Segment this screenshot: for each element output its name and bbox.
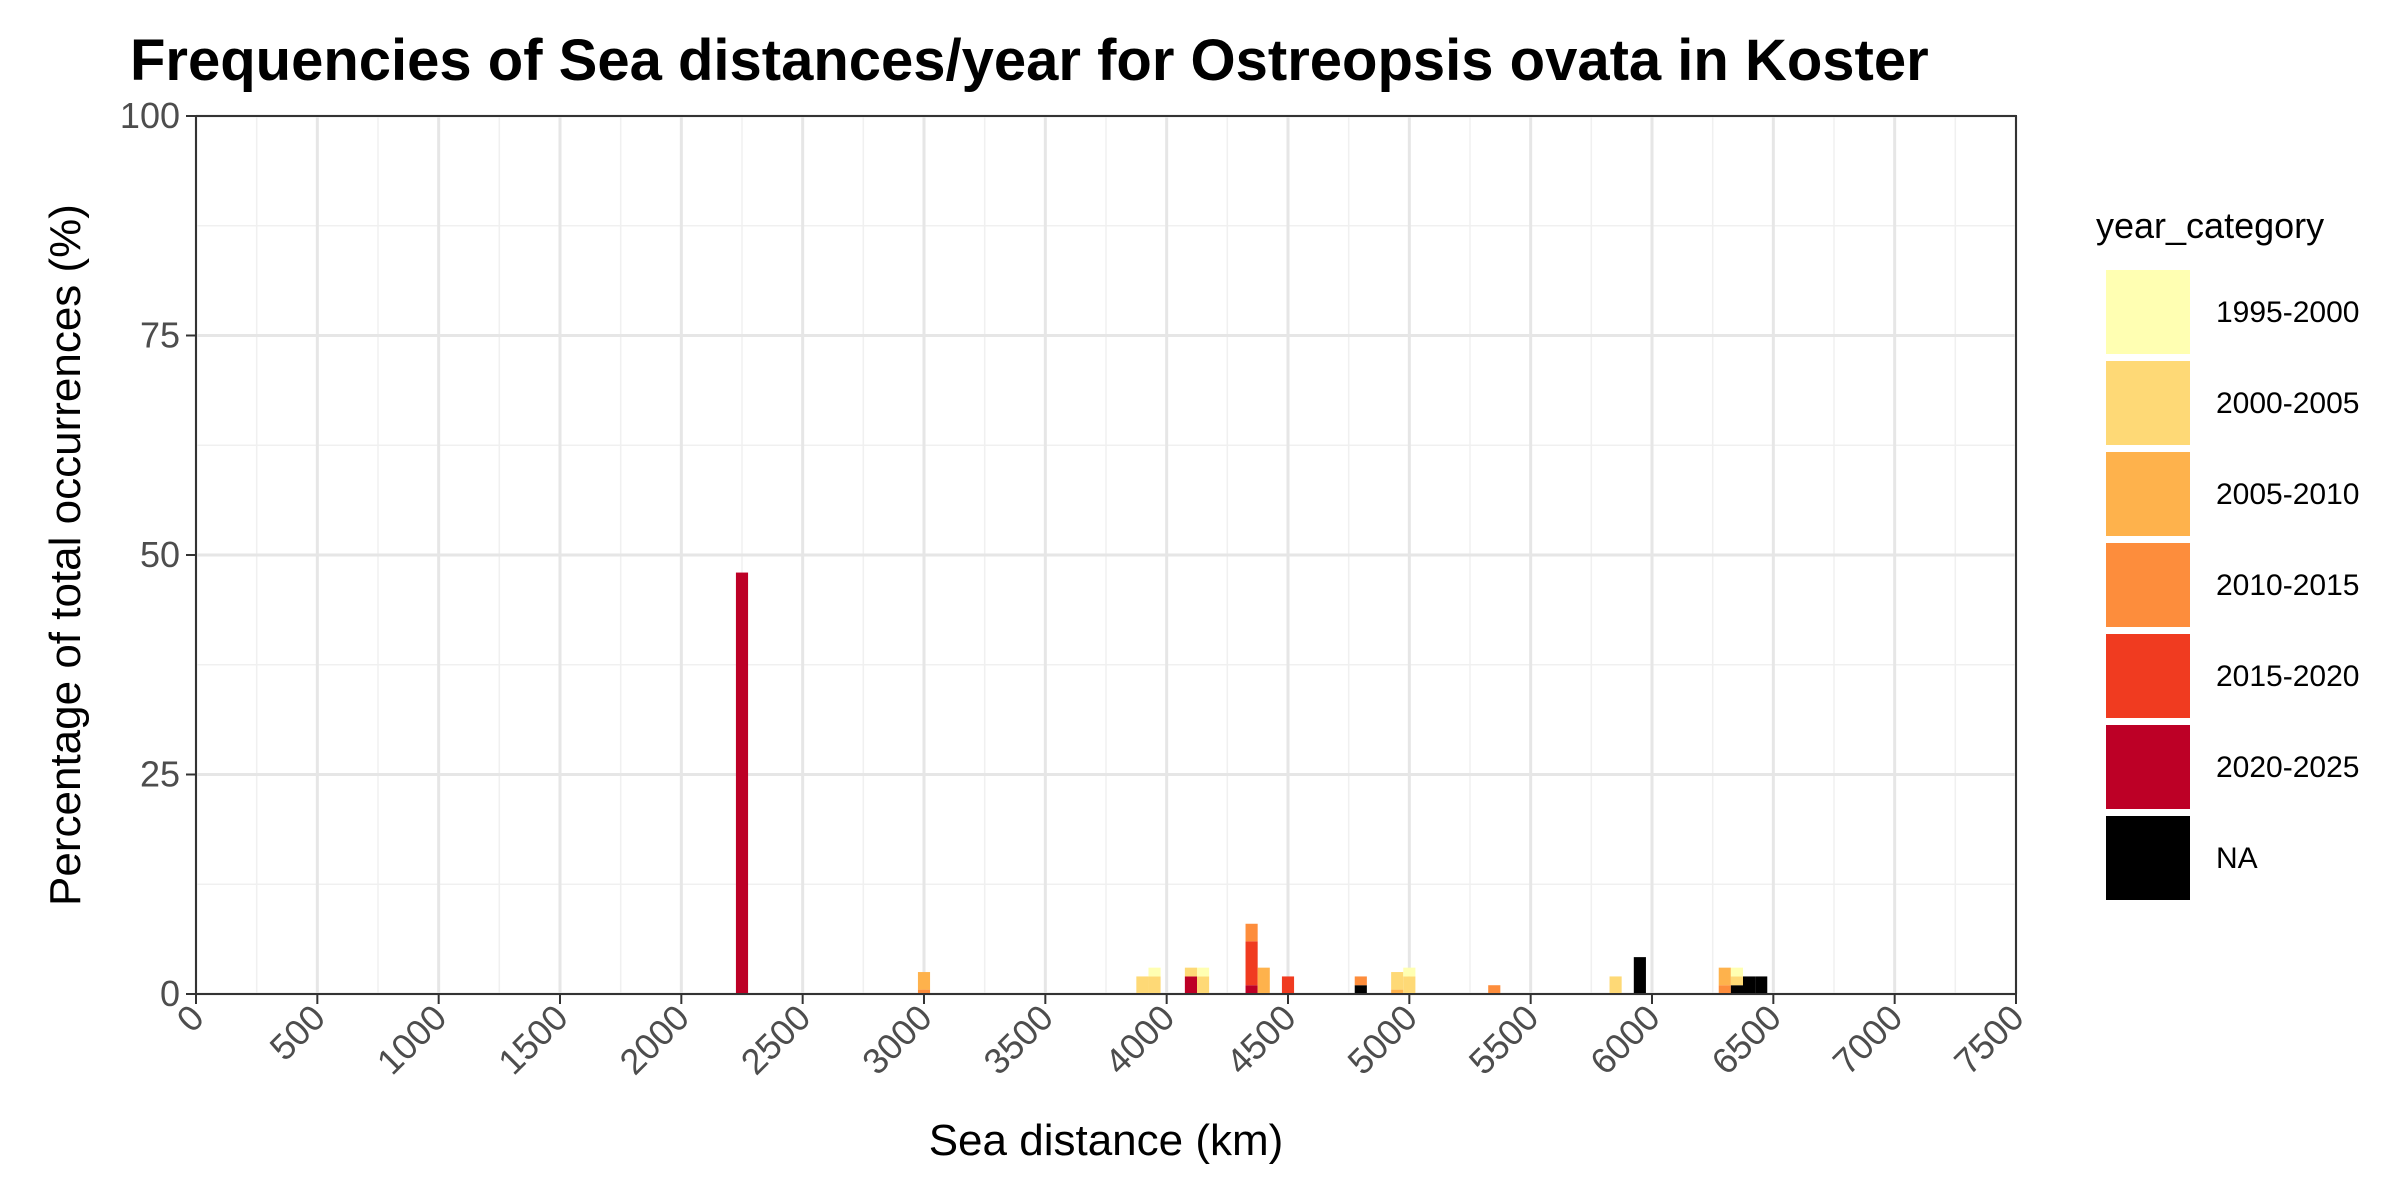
bar-segment (1609, 976, 1622, 994)
legend-label: 2010-2015 (2216, 569, 2359, 602)
legend-label: 2015-2020 (2216, 660, 2359, 693)
x-tick-label: 5000 (1339, 997, 1425, 1083)
x-tick-label: 3500 (975, 997, 1061, 1083)
legend-label: 2000-2005 (2216, 387, 2359, 420)
legend-swatch (2106, 270, 2190, 354)
legend-label: 2005-2010 (2216, 478, 2359, 511)
bars (735, 572, 1768, 994)
bar-segment (1391, 989, 1404, 994)
bar-segment (1136, 976, 1149, 994)
bar-segment (735, 572, 749, 994)
bar-segment (1633, 957, 1646, 994)
bar-segment (1184, 967, 1197, 977)
legend-title: year_category (2096, 205, 2324, 246)
bar-segment (1184, 976, 1197, 994)
bar-segment (1488, 985, 1501, 994)
bar-segment (1245, 985, 1258, 994)
chart-title: Frequencies of Sea distances/year for Os… (130, 28, 1929, 93)
bar-segment (1245, 941, 1258, 986)
y-axis: 0 25 50 75 100 (120, 95, 196, 1014)
bar-segment (1354, 976, 1367, 986)
legend-swatch (2106, 634, 2190, 718)
legend-swatch (2106, 725, 2190, 809)
x-axis: 0 500 1000 1500 2000 2500 3000 3500 4000 4500 5000… (169, 994, 2032, 1082)
x-tick-label: 4500 (1218, 997, 1304, 1083)
x-tick-label: 1500 (490, 997, 576, 1083)
bar-segment (1391, 972, 1404, 990)
x-tick-label: 0 (169, 997, 212, 1040)
y-tick-label: 75 (140, 315, 180, 356)
x-tick-label: 7500 (1946, 997, 2032, 1083)
x-tick-label: 6000 (1582, 997, 1668, 1083)
bar-segment (1730, 976, 1743, 986)
bar-segment (1257, 967, 1270, 994)
bar-segment (1148, 967, 1161, 977)
bar-segment (917, 989, 931, 994)
bar-segment (917, 972, 931, 990)
bar-segment (1403, 967, 1416, 977)
bar-segment (1245, 923, 1258, 942)
x-tick-label: 500 (262, 997, 333, 1068)
bar-segment (1718, 967, 1731, 986)
x-tick-label: 2000 (611, 997, 697, 1083)
bar-segment (1148, 976, 1161, 994)
x-tick-label: 2500 (733, 997, 819, 1083)
y-tick-label: 25 (140, 754, 180, 795)
y-tick-label: 0 (160, 973, 180, 1014)
y-tick-label: 50 (140, 534, 180, 575)
bar-segment (1718, 985, 1731, 994)
bar-segment (1743, 976, 1756, 994)
x-tick-label: 5500 (1461, 997, 1547, 1083)
bar-segment (1197, 976, 1210, 994)
y-axis-title: Percentage of total occurrences (%) (41, 204, 90, 906)
bar-segment (1730, 967, 1743, 977)
x-tick-label: 1000 (369, 997, 455, 1083)
y-tick-label: 100 (120, 95, 180, 136)
x-tick-label: 4000 (1097, 997, 1183, 1083)
x-axis-title: Sea distance (km) (929, 1116, 1284, 1165)
legend-label: 1995-2000 (2216, 296, 2359, 329)
bar-segment (1197, 967, 1210, 977)
grid (194, 114, 2018, 996)
x-tick-label: 6500 (1703, 997, 1789, 1083)
bar-segment (1354, 985, 1367, 994)
legend-label: 2020-2025 (2216, 751, 2359, 784)
bar-segment (1755, 976, 1768, 994)
bar-segment (1730, 985, 1743, 994)
bar-segment (1281, 976, 1295, 994)
x-tick-label: 7000 (1825, 997, 1911, 1083)
legend-swatch (2106, 543, 2190, 627)
x-tick-label: 3000 (854, 997, 940, 1083)
legend-swatch (2106, 361, 2190, 445)
legend-label: NA (2216, 842, 2258, 875)
legend-swatch (2106, 452, 2190, 536)
legend: year_category 1995-2000 2000-2005 2005-201… (2096, 205, 2359, 900)
bar-segment (1403, 976, 1416, 994)
legend-swatch (2106, 816, 2190, 900)
